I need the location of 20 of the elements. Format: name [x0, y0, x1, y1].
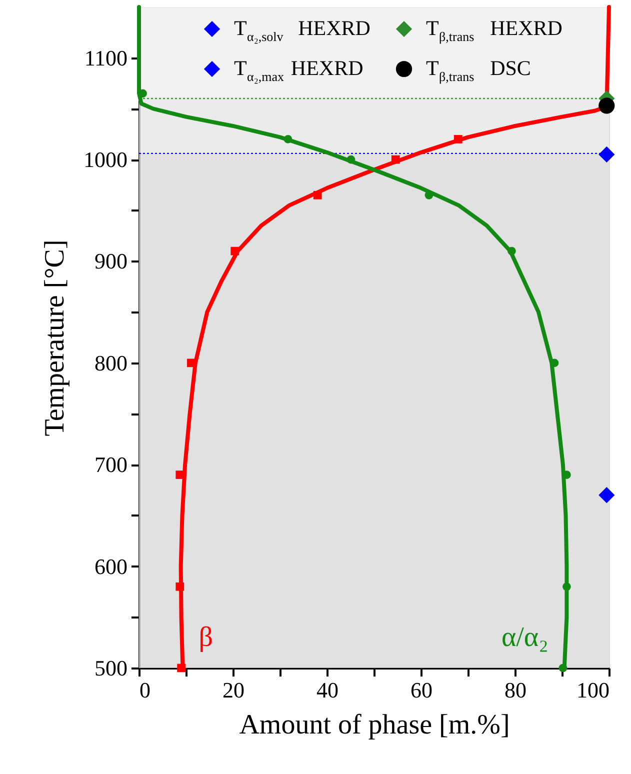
y-axis-title: Temperature [°C] — [40, 240, 70, 436]
y-tick-label: 500 — [94, 656, 128, 680]
x-axis-title: Amount of phase [m.%] — [239, 710, 510, 740]
series-label: α/α₂ — [501, 622, 548, 653]
x-tick-label: 60 — [410, 678, 432, 702]
y-tick-label: 1100 — [84, 45, 128, 70]
y-tick-label: 900 — [94, 248, 128, 274]
x-tick-label: 100 — [576, 678, 610, 702]
y-tick-label: 1000 — [84, 147, 128, 172]
x-tick-label: 0 — [140, 678, 150, 702]
series-label: β — [198, 622, 213, 653]
point — [598, 146, 615, 163]
x-tick-label: 80 — [504, 678, 526, 702]
y-tick-label: 800 — [94, 350, 128, 376]
x-tick-label: 40 — [316, 678, 338, 702]
point — [598, 98, 615, 114]
y-tick-label: 700 — [94, 452, 128, 478]
y-tick-label: 600 — [94, 554, 128, 579]
point — [598, 487, 615, 504]
x-tick-label: 20 — [222, 678, 244, 702]
